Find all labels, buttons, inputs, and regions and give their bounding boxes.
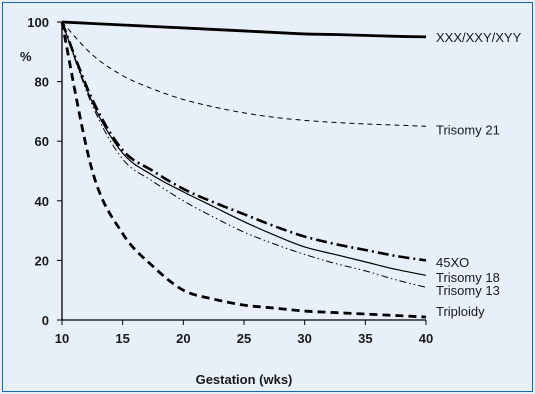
series-line-3	[61, 21, 427, 276]
y-axis-title: %	[20, 49, 32, 64]
series-label-1: Trisomy 21	[436, 122, 500, 137]
line-chart: 10 15 20 25 30 35 40 0 20 40 60 80 100 XXX/XXY/XYY Tr…	[20, 15, 522, 387]
axes: 10 15 20 25 30 35 40 0 20 40 60 80 100	[27, 15, 433, 346]
series-label-0: XXX/XXY/XYY	[436, 30, 522, 45]
series-line-5	[60, 21, 427, 319]
y-tick-label: 100	[27, 15, 49, 30]
series-label-4: Trisomy 13	[436, 283, 500, 298]
series-label-3: Trisomy 18	[436, 270, 500, 285]
series-layer	[60, 20, 427, 319]
series-line-0	[61, 20, 427, 39]
x-tick-label: 25	[237, 331, 251, 346]
y-tick-label: 40	[35, 194, 49, 209]
x-tick-label: 40	[419, 331, 433, 346]
x-tick-label: 35	[358, 331, 372, 346]
x-tick-label: 30	[297, 331, 311, 346]
series-line-2	[60, 21, 427, 262]
x-tick-label: 10	[55, 331, 69, 346]
x-tick-label: 15	[115, 331, 129, 346]
y-tick-label: 80	[35, 75, 49, 90]
x-tick-label: 20	[176, 331, 190, 346]
series-label-5: Triploidy	[436, 304, 485, 319]
series-label-2: 45XO	[436, 255, 469, 270]
x-axis-title: Gestation (wks)	[196, 372, 293, 387]
series-line-4	[61, 21, 427, 288]
y-tick-label: 60	[35, 134, 49, 149]
y-tick-label: 0	[42, 313, 49, 328]
y-tick-label: 20	[35, 253, 49, 268]
series-line-1	[61, 21, 427, 127]
